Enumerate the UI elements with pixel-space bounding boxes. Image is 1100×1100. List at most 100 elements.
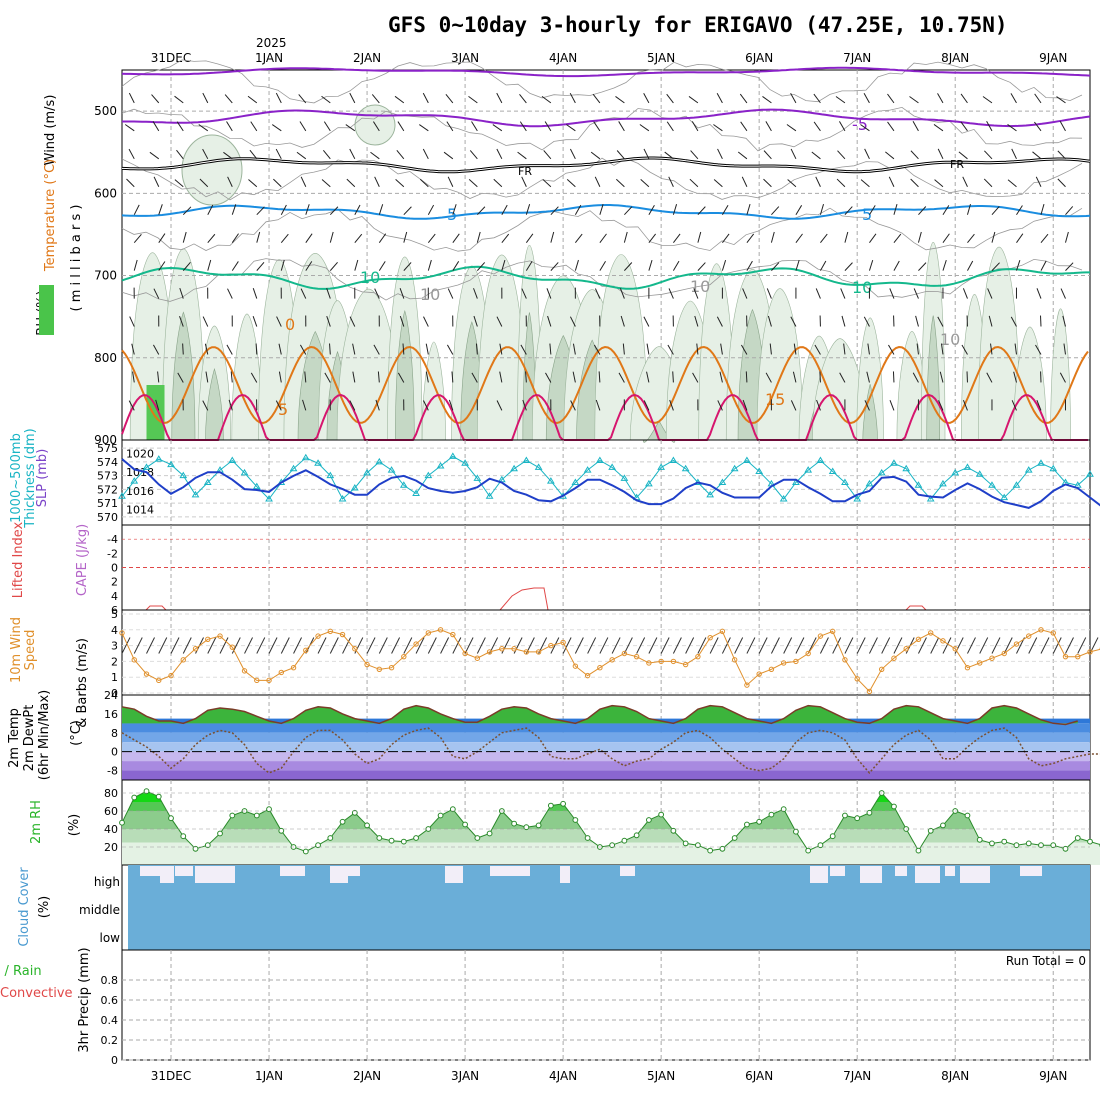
thickness-tick: 571 — [97, 497, 118, 510]
wind-barb — [918, 638, 926, 654]
wind-barb — [134, 234, 141, 242]
wind-barb — [1041, 261, 1046, 271]
wind-barb — [551, 232, 554, 243]
temperature-band — [122, 733, 1090, 742]
wind-barb — [647, 344, 649, 355]
wind-barb — [796, 234, 803, 243]
temperature-band — [122, 742, 1090, 751]
wind-tick: 5 — [111, 608, 118, 621]
wind-barb — [649, 234, 656, 243]
rh-marker — [303, 849, 308, 854]
wind-barb — [175, 96, 184, 103]
wind-barb — [375, 177, 380, 187]
wind-barb — [276, 149, 281, 159]
wind-barb — [134, 260, 137, 271]
wind-barb — [1032, 152, 1040, 159]
temp-tick: -8 — [107, 765, 118, 778]
wind-barb — [619, 121, 625, 130]
rh-marker — [843, 813, 848, 818]
rh-marker — [132, 795, 137, 800]
2m-temp-panel: 241680-82m Temp 2m DewPt (6hr Min/Max) (°C) — [7, 689, 1100, 780]
li-series — [146, 606, 166, 610]
thickness-tick: 570 — [97, 511, 118, 524]
precip-tick: 0.2 — [101, 1034, 119, 1047]
meteogram-chart: GFS 0~10day 3-hourly for ERIGAVO (47.25E… — [0, 0, 1100, 1100]
wind-barb — [379, 261, 385, 270]
rh-marker — [218, 831, 223, 836]
wind-barb — [372, 94, 379, 102]
rh-marker — [181, 834, 186, 839]
10m-wind-ylabel: Speed — [23, 630, 38, 671]
wind-barb — [1011, 93, 1017, 103]
wind-barb — [963, 177, 968, 187]
slp-tick: 1014 — [126, 504, 154, 517]
wind-barb — [396, 179, 404, 186]
wind-barb — [911, 151, 919, 159]
2m-rh-ylabel: 2m RH — [29, 800, 44, 844]
wind-barb — [330, 207, 338, 215]
wind-barb — [1065, 638, 1073, 654]
wind-barb — [497, 149, 502, 159]
wind-barb — [276, 93, 281, 103]
pressure-tick: 600 — [94, 186, 117, 200]
wind-barb — [713, 125, 722, 131]
wind-barb — [796, 205, 802, 214]
wind-barb — [667, 122, 673, 131]
temp-tick: 8 — [111, 727, 118, 740]
wind-barb — [600, 261, 606, 270]
wind-barb — [232, 261, 238, 270]
precip-panel: 00.20.40.60.8Run Total = 0Total / RainCo… — [0, 947, 1090, 1067]
contour-label: 15 — [765, 390, 785, 409]
rh-marker — [830, 834, 835, 839]
wind-barb — [816, 288, 820, 298]
wind-barb — [669, 288, 673, 298]
wind-barb — [894, 234, 901, 243]
wind-barb — [984, 151, 992, 159]
wind-barb — [251, 122, 257, 131]
wind-barb — [183, 344, 184, 355]
thickness-marker — [303, 455, 309, 460]
contour-label: FR — [518, 165, 532, 178]
wind-barb — [1065, 232, 1068, 243]
wind-barb — [347, 179, 355, 187]
thickness-tick: 573 — [97, 470, 118, 483]
temperature-band — [122, 752, 1090, 761]
wind-barb — [567, 179, 575, 186]
wind-barb — [300, 122, 306, 131]
wind-barb — [934, 124, 943, 130]
wind-barb — [423, 149, 428, 159]
wind-barb — [763, 179, 771, 187]
precip-frame — [122, 950, 1090, 1060]
bottom-date-label: 3JAN — [451, 1069, 479, 1083]
wind-barb — [253, 316, 257, 326]
cloud-gap — [345, 866, 360, 876]
wind-barb — [918, 263, 926, 271]
wind-barb — [667, 94, 674, 103]
wind-barb — [673, 261, 679, 270]
wind-barb — [448, 289, 453, 299]
wind-barb — [575, 260, 578, 271]
cloud-gap — [915, 866, 940, 883]
top-date-label: 31DEC — [151, 51, 191, 65]
10m-wind-ylabel: (m/s) — [75, 638, 90, 672]
wind-barb — [253, 288, 257, 298]
wind-barb — [1057, 97, 1066, 103]
temp-tick: 24 — [104, 689, 118, 702]
wind-barb — [125, 125, 134, 131]
wind-barb — [961, 94, 967, 103]
wind-barb — [865, 149, 870, 159]
wind-barb — [669, 177, 674, 187]
wind-barb — [1061, 289, 1065, 299]
wind-barb — [477, 638, 485, 654]
wind-barb — [199, 125, 208, 131]
temperature-contour — [122, 110, 1090, 127]
wind-barb — [322, 96, 331, 103]
rh-contour — [122, 60, 1082, 103]
wind-barb — [640, 125, 649, 131]
cloud-gap — [1020, 866, 1042, 876]
wind-barb — [741, 122, 747, 131]
wind-barb — [600, 234, 607, 243]
wind-barb — [963, 288, 967, 298]
rh-marker — [487, 831, 492, 836]
rh-marker — [855, 816, 860, 821]
